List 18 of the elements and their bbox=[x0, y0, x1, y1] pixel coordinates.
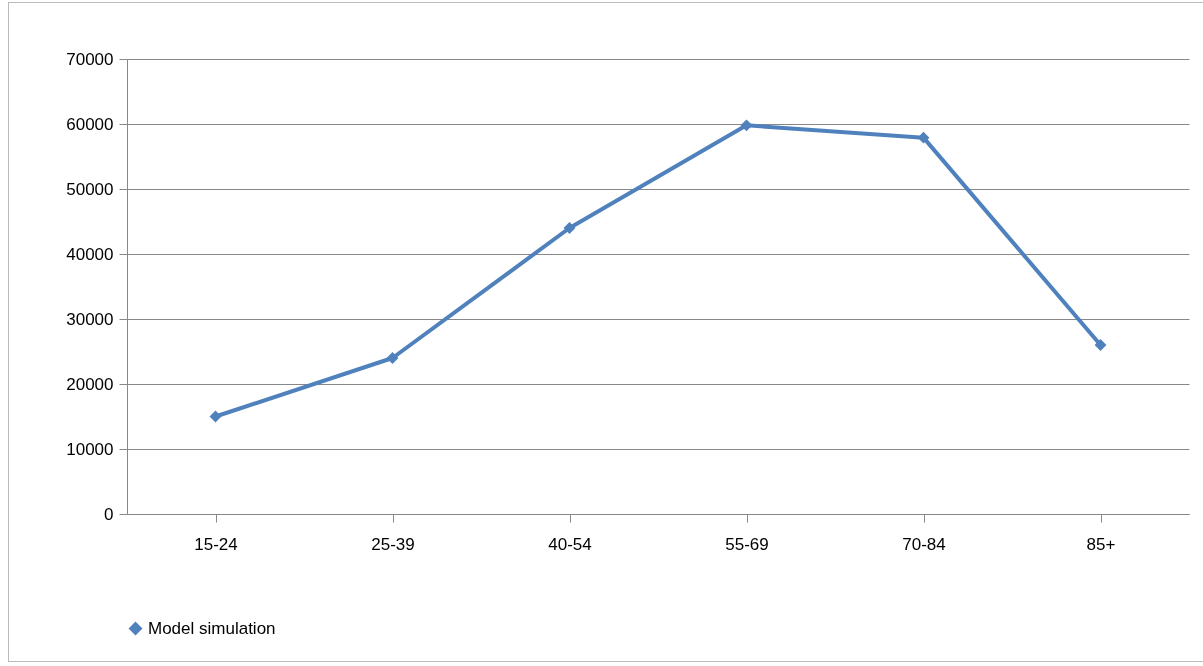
x-tick-label: 85+ bbox=[1086, 534, 1116, 554]
legend-label: Model simulation bbox=[148, 618, 276, 638]
y-tick-label: 70000 bbox=[66, 49, 114, 69]
x-tick-label: 40-54 bbox=[548, 534, 592, 554]
y-tick-label: 60000 bbox=[66, 114, 114, 134]
x-tick-label: 55-69 bbox=[725, 534, 769, 554]
y-tick-label: 10000 bbox=[66, 439, 114, 459]
x-tick-label: 70-84 bbox=[902, 534, 946, 554]
x-tick-label: 15-24 bbox=[194, 534, 238, 554]
y-tick-label: 50000 bbox=[66, 179, 114, 199]
point bbox=[1094, 339, 1107, 351]
y-tick-label: 20000 bbox=[66, 374, 114, 394]
point bbox=[386, 352, 399, 364]
y-tick-label: 0 bbox=[104, 504, 114, 524]
y-tick-label: 30000 bbox=[66, 309, 114, 329]
x-tick-label: 25-39 bbox=[371, 534, 415, 554]
point bbox=[563, 222, 576, 234]
y-tick-label: 40000 bbox=[66, 244, 114, 264]
